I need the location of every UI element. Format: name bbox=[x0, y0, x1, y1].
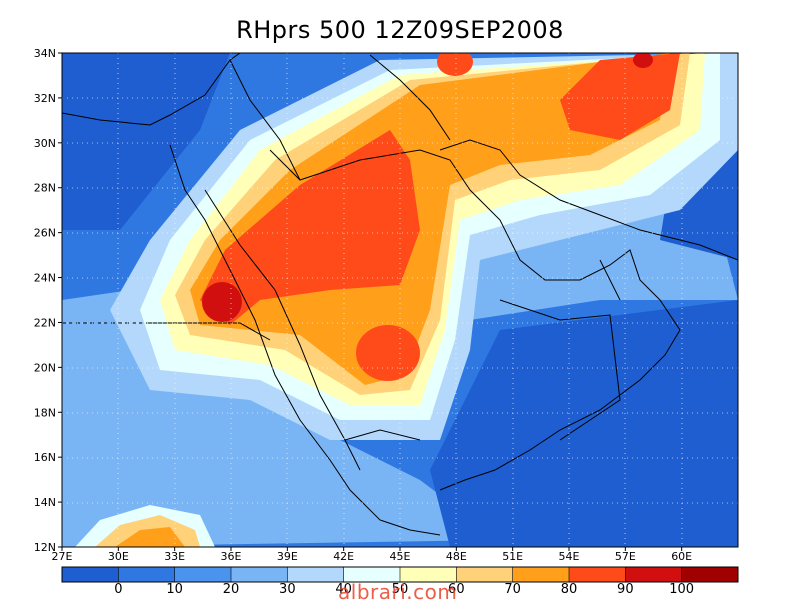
colorbar-label: 50 bbox=[391, 582, 409, 597]
colorbar-label: 10 bbox=[166, 582, 183, 597]
lon-tick-label: 42E bbox=[333, 550, 354, 563]
colorbar-label: 20 bbox=[222, 582, 240, 597]
colorbar-label: 100 bbox=[669, 582, 695, 597]
colorbar-label: 70 bbox=[504, 582, 521, 597]
lon-tick-label: 51E bbox=[502, 550, 523, 563]
lat-tick-label: 22N bbox=[34, 316, 56, 329]
watermark: albrari.com bbox=[338, 580, 458, 604]
lon-tick-label: 36E bbox=[221, 550, 242, 563]
lat-tick-label: 26N bbox=[34, 227, 56, 240]
colorbar-swatch bbox=[400, 567, 457, 582]
colorbar-swatch bbox=[681, 567, 739, 582]
colorbar-label: 60 bbox=[448, 582, 465, 597]
colorbar-swatch bbox=[456, 567, 514, 582]
lon-tick-label: 33E bbox=[164, 550, 185, 563]
lon-tick-label: 57E bbox=[615, 550, 636, 563]
lat-tick-label: 20N bbox=[34, 361, 56, 374]
colorbar-label: 0 bbox=[114, 582, 123, 597]
latitude-axis: 34N 32N 30N 28N 26N 24N 22N 20N 18N 16N 14N 12N bbox=[34, 47, 62, 554]
lat-tick-label: 34N bbox=[34, 47, 56, 60]
lon-tick-label: 60E bbox=[671, 550, 692, 563]
colorbar-swatch bbox=[118, 567, 176, 582]
colorbar-swatch bbox=[287, 567, 345, 582]
lat-tick-label: 14N bbox=[34, 496, 56, 509]
colorbar-swatch bbox=[231, 567, 288, 582]
colorbar-swatch bbox=[174, 567, 232, 582]
colorbar-swatch bbox=[512, 567, 570, 582]
lat-tick-label: 28N bbox=[34, 182, 56, 195]
lat-tick-label: 16N bbox=[34, 451, 56, 464]
colorbar-swatch bbox=[625, 567, 683, 582]
colorbar-label: 40 bbox=[335, 582, 352, 597]
lon-tick-label: 48E bbox=[446, 550, 467, 563]
lon-tick-label: 27E bbox=[52, 550, 73, 563]
lat-tick-label: 18N bbox=[34, 406, 56, 419]
colorbar-swatch bbox=[569, 567, 626, 582]
colorbar-label: 30 bbox=[279, 582, 296, 597]
lon-tick-label: 30E bbox=[108, 550, 129, 563]
coastlines bbox=[62, 53, 738, 536]
lon-tick-label: 45E bbox=[390, 550, 411, 563]
colorbar-label: 90 bbox=[617, 582, 634, 597]
colorbar-swatch bbox=[62, 567, 119, 582]
lon-tick-label: 54E bbox=[559, 550, 580, 563]
lat-tick-label: 24N bbox=[34, 272, 56, 285]
longitude-axis: 27E 30E 33E 36E 39E 42E 45E 48E 51E 54E 57E 60E bbox=[52, 547, 692, 563]
lat-tick-label: 12N bbox=[34, 541, 56, 554]
map-title: RHprs 500 12Z09SEP2008 bbox=[236, 16, 564, 44]
contour-field bbox=[62, 53, 738, 547]
colorbar-label: 80 bbox=[560, 582, 578, 597]
lat-tick-label: 32N bbox=[34, 92, 56, 105]
lon-tick-label: 39E bbox=[277, 550, 298, 563]
colorbar-swatch bbox=[343, 567, 401, 582]
lat-tick-label: 30N bbox=[34, 137, 56, 150]
colorbar bbox=[61, 566, 739, 583]
